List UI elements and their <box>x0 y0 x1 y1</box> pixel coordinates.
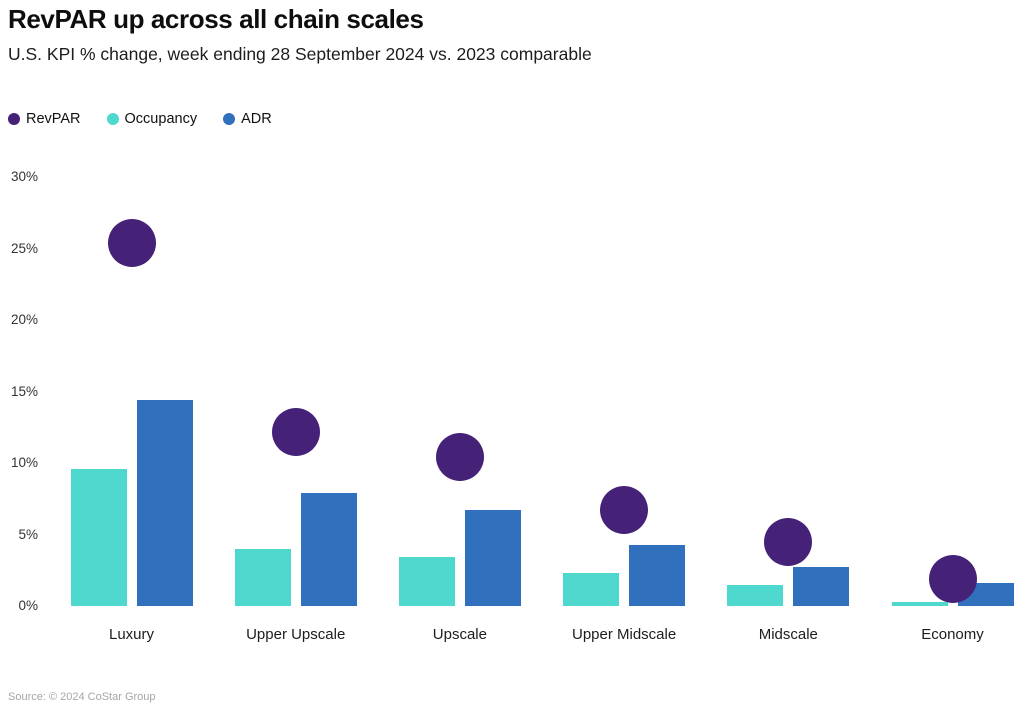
occupancy-bar <box>727 584 784 606</box>
y-axis-tick-label: 0% <box>18 598 38 613</box>
x-axis-label: Luxury <box>108 626 155 643</box>
page-title: RevPAR up across all chain scales <box>8 4 424 34</box>
x-axis-label: Economy <box>921 626 984 643</box>
y-axis-tick-label: 5% <box>18 526 38 542</box>
x-axis-label: Upscale <box>432 626 487 643</box>
revpar-dot <box>435 433 484 482</box>
source-note: Source: © 2024 CoStar Group <box>8 691 156 703</box>
legend-item-revpar: RevPAR <box>8 111 81 127</box>
y-axis-tick-label: 10% <box>10 455 38 470</box>
legend-dot-blue-icon <box>223 113 236 125</box>
occupancy-bar <box>398 557 455 606</box>
legend-dot-teal-icon <box>106 113 119 125</box>
revpar-dot <box>107 218 156 267</box>
revpar-dot <box>271 407 320 456</box>
adr-bar <box>464 510 521 606</box>
revpar-dot <box>764 517 813 566</box>
y-axis-tick-label: 15% <box>10 383 38 399</box>
legend-item-occupancy: Occupancy <box>106 111 198 127</box>
x-axis-label: Upper Upscale <box>246 626 346 643</box>
y-axis-tick-label: 25% <box>10 240 38 256</box>
page-subtitle: U.S. KPI % change, week ending 28 Septem… <box>8 44 592 64</box>
adr-bar <box>300 493 357 606</box>
occupancy-bar <box>234 548 291 606</box>
y-axis-tick-label: 30% <box>10 169 38 184</box>
legend-dot-purple-icon <box>8 113 20 125</box>
legend-label: ADR <box>241 111 272 127</box>
x-axis-label: Midscale <box>758 626 818 643</box>
occupancy-bar <box>891 601 948 606</box>
revpar-dot <box>928 554 977 603</box>
legend: RevPAR Occupancy ADR <box>8 111 272 127</box>
x-axis-label: Upper Midscale <box>571 626 677 643</box>
adr-bar <box>629 544 686 606</box>
adr-bar <box>136 400 193 606</box>
occupancy-bar <box>70 468 127 606</box>
legend-label: RevPAR <box>26 111 81 127</box>
occupancy-bar <box>563 573 620 606</box>
revpar-dot <box>600 486 649 535</box>
y-axis-tick-label: 20% <box>10 312 38 327</box>
adr-bar <box>793 567 850 606</box>
legend-label: Occupancy <box>124 111 198 127</box>
legend-item-adr: ADR <box>223 111 272 127</box>
